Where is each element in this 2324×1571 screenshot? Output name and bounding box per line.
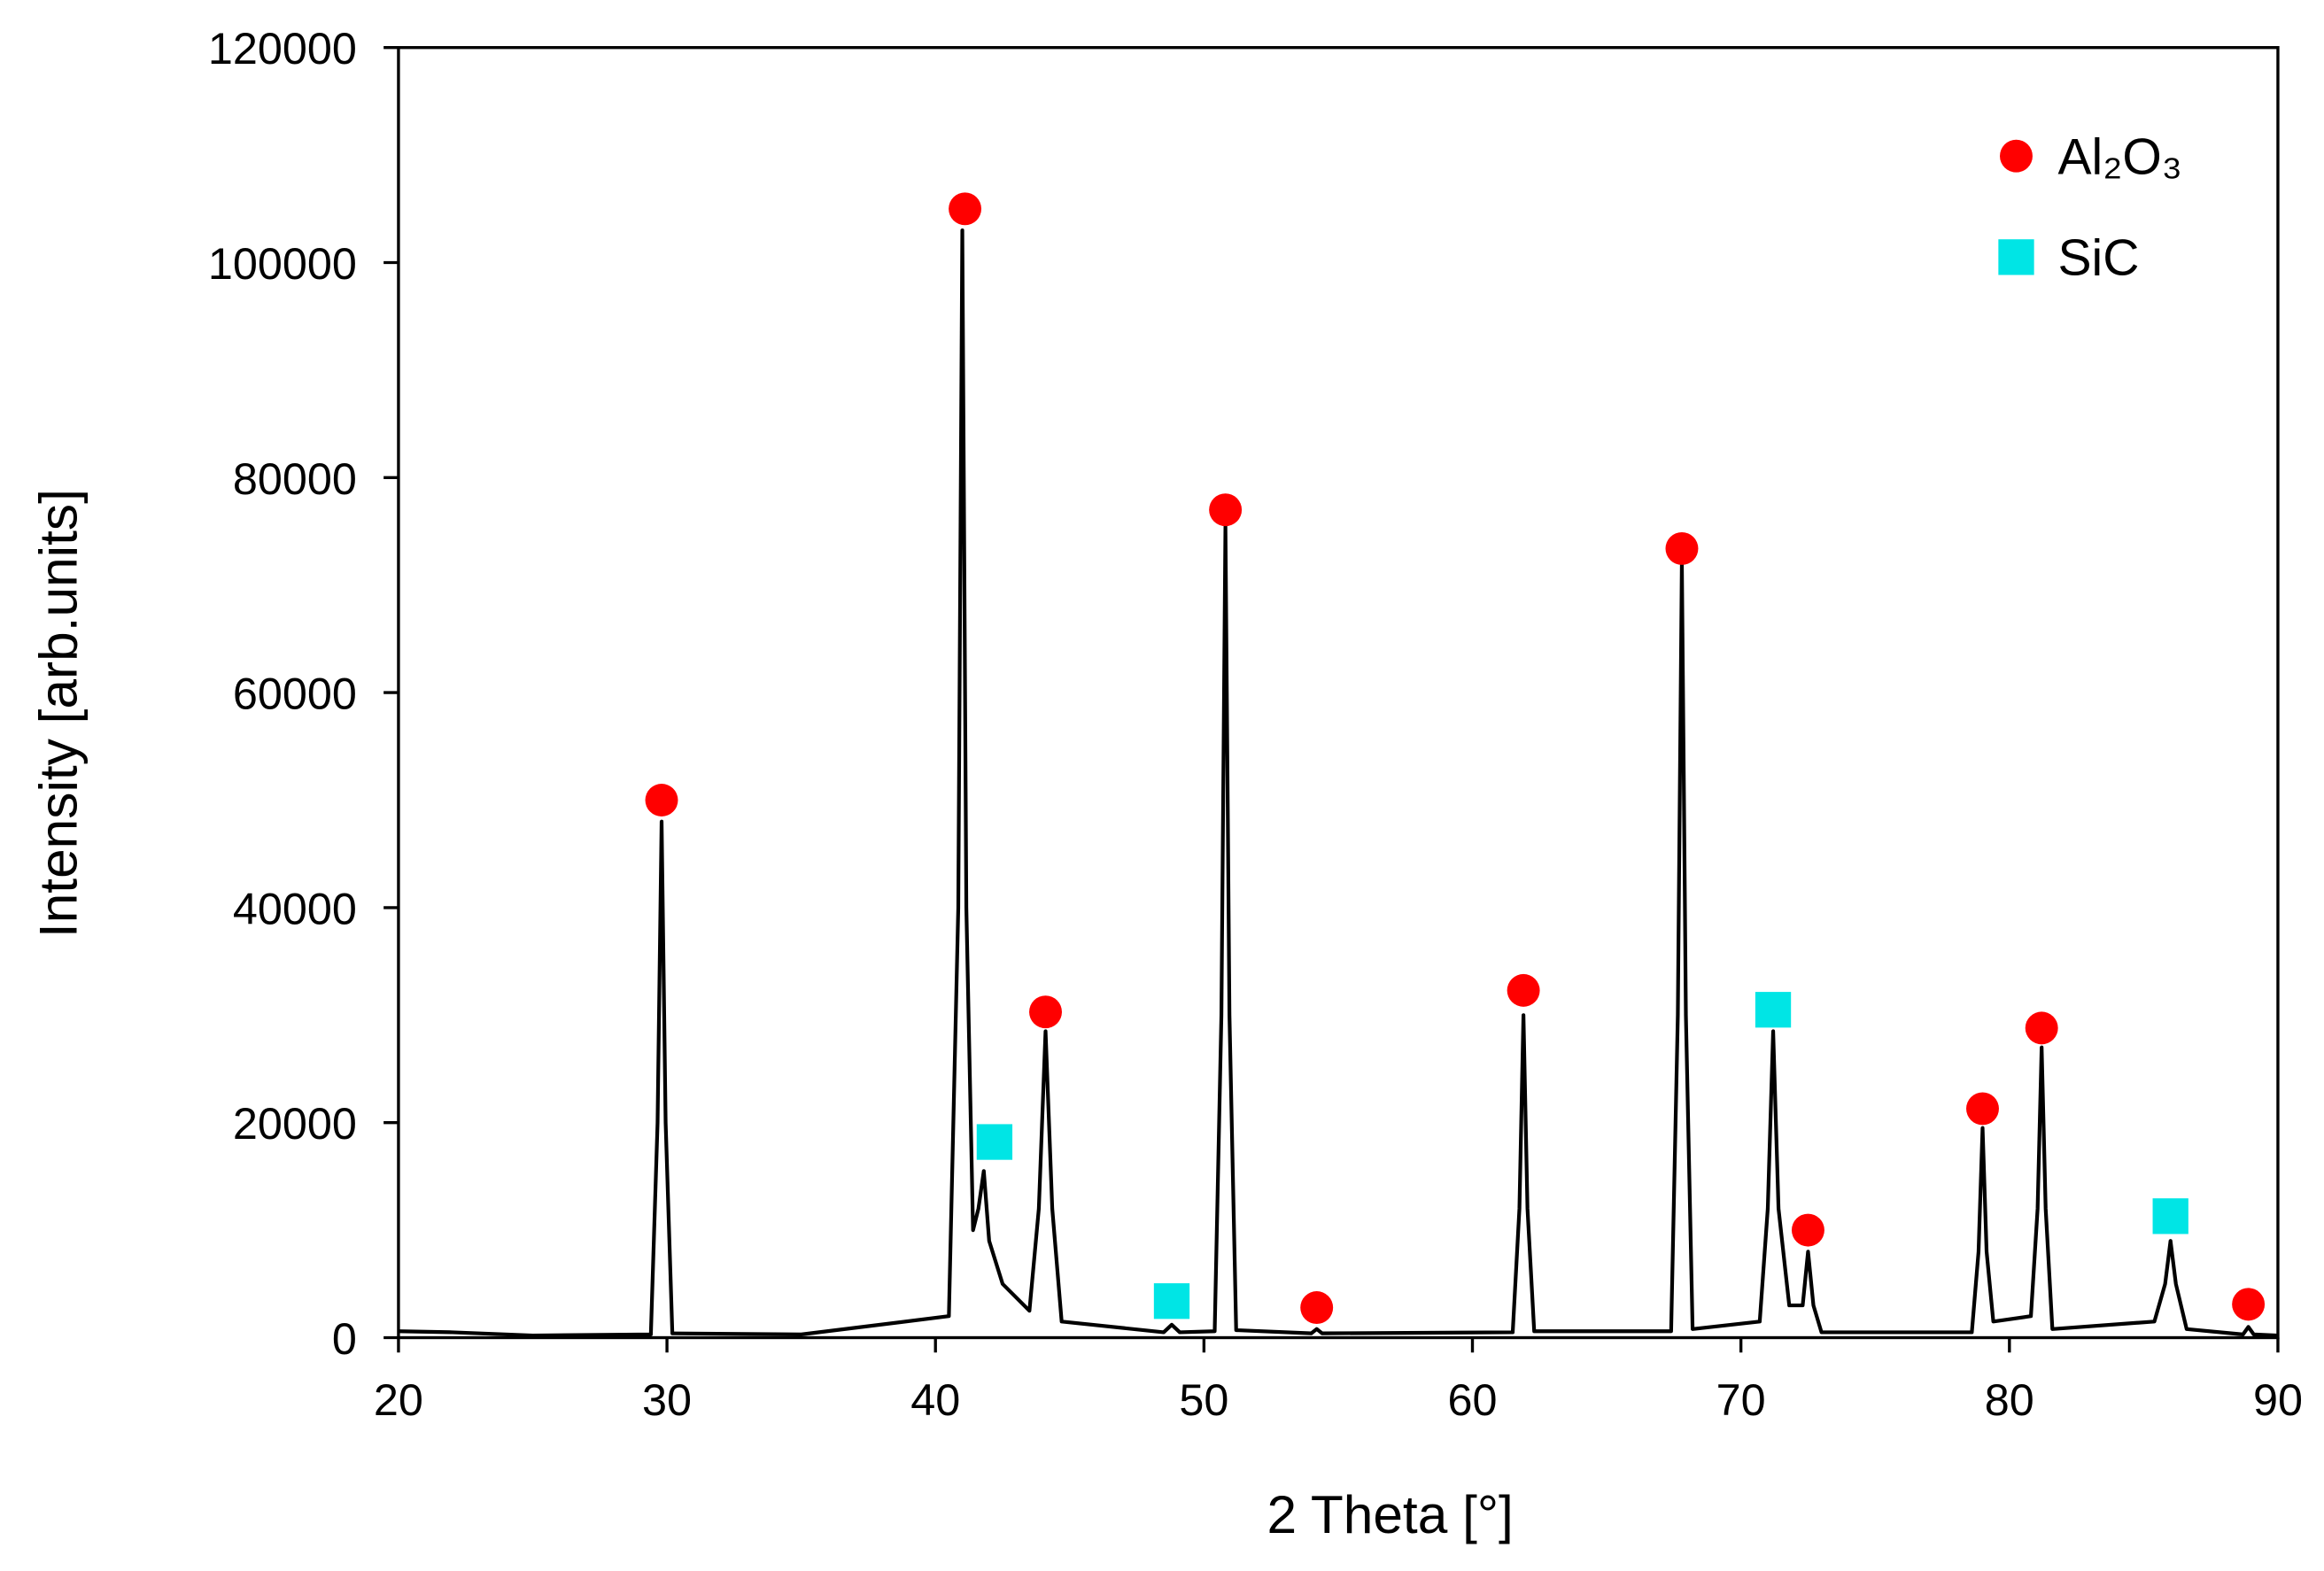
sic-marker <box>976 1124 1013 1160</box>
sic-marker <box>1755 992 1792 1028</box>
al2o3-marker <box>1791 1213 1824 1247</box>
al2o3-marker <box>1029 995 1062 1029</box>
y-axis-title: Intensity [arb.units] <box>27 489 88 938</box>
y-tick-label: 0 <box>332 1313 357 1364</box>
x-axis-title: 2 Theta [°] <box>1267 1484 1514 1544</box>
x-tick-label: 90 <box>2253 1374 2303 1425</box>
x-tick-label: 70 <box>1716 1374 1766 1425</box>
al2o3-marker <box>1300 1291 1334 1324</box>
legend-marker <box>2000 139 2033 173</box>
al2o3-marker <box>1966 1092 1999 1126</box>
x-tick-label: 50 <box>1179 1374 1228 1425</box>
sic-marker <box>1153 1283 1190 1319</box>
x-tick-label: 30 <box>642 1374 692 1425</box>
y-tick-label: 60000 <box>233 669 357 719</box>
al2o3-marker <box>2232 1288 2266 1321</box>
al2o3-marker <box>1665 531 1699 565</box>
plot-frame <box>397 46 2280 1340</box>
al2o3-marker <box>645 784 678 816</box>
legend-marker <box>1998 239 2034 275</box>
y-tick-label: 100000 <box>208 238 357 289</box>
x-tick-label: 60 <box>1448 1374 1498 1425</box>
legend-label: SiC <box>2057 229 2139 286</box>
y-tick-label: 20000 <box>233 1098 357 1149</box>
y-tick-label: 120000 <box>208 23 357 74</box>
al2o3-marker <box>949 192 982 226</box>
al2o3-marker <box>1209 493 1243 527</box>
al2o3-marker <box>2025 1011 2058 1045</box>
y-tick-label: 40000 <box>233 883 357 933</box>
sic-marker <box>2152 1198 2188 1234</box>
al2o3-marker <box>1507 973 1540 1007</box>
y-tick-label: 80000 <box>233 453 357 504</box>
x-tick-label: 80 <box>1985 1374 2034 1425</box>
spectrum-line <box>398 228 2279 1338</box>
x-tick-label: 20 <box>374 1374 423 1425</box>
x-tick-label: 40 <box>910 1374 960 1425</box>
legend-label: Al₂O₃ <box>2057 128 2182 185</box>
